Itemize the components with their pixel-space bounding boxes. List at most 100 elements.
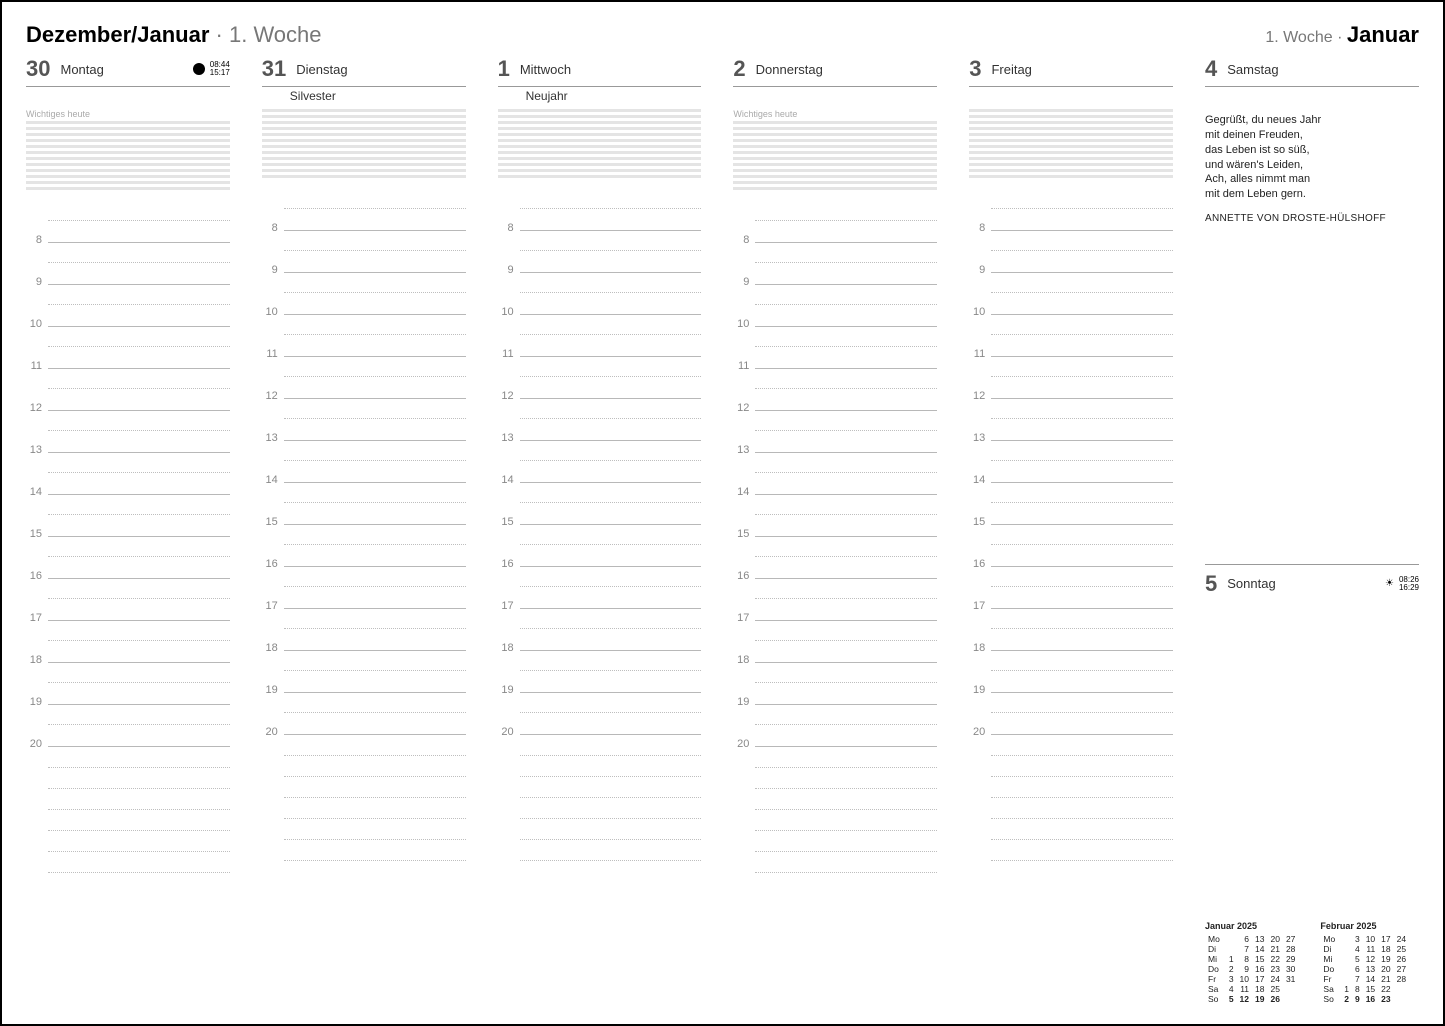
mini-cal-cell: 14 <box>1252 944 1267 954</box>
mini-cal-cell: 22 <box>1378 984 1393 994</box>
hour-row: 12 <box>262 357 466 399</box>
notes-line <box>262 157 466 160</box>
tail-line <box>755 747 937 768</box>
mini-cal-cell <box>1394 984 1409 994</box>
mini-cal-cell: 5 <box>1352 954 1363 964</box>
hour-row: 9 <box>969 231 1173 273</box>
notes-line <box>26 145 230 148</box>
weekend-column: 4 Samstag Gegrüßt, du neues Jahr mit dei… <box>1205 56 1419 1004</box>
hour-row: 8 <box>26 201 230 243</box>
moon-phase: 08:44 15:17 <box>193 61 230 77</box>
tail-line <box>520 777 702 798</box>
day-column: 2 Donnerstag Wichtiges heute 89101112131… <box>733 56 937 1004</box>
sun-icon: ☀ <box>1385 579 1394 589</box>
notes-line <box>26 121 230 124</box>
mini-cal-cell: 18 <box>1378 944 1393 954</box>
mini-cal-cell: 10 <box>1237 974 1252 984</box>
mini-cal-cell: 3 <box>1226 974 1237 984</box>
hour-row: 16 <box>969 525 1173 567</box>
hour-row: 15 <box>733 495 937 537</box>
hour-row: 17 <box>26 579 230 621</box>
mini-cal-cell: 25 <box>1267 984 1282 994</box>
hour-row: 11 <box>969 315 1173 357</box>
tail-line <box>520 798 702 819</box>
hour-row: 14 <box>26 453 230 495</box>
hour-label: 20 <box>26 738 46 750</box>
sun-times: 08:44 15:17 <box>210 61 230 77</box>
mini-cal-cell: 11 <box>1237 984 1252 994</box>
mini-cal-cell: 19 <box>1252 994 1267 1004</box>
notes-line <box>733 121 937 124</box>
notes-line <box>969 133 1173 136</box>
mini-cal-cell: 24 <box>1267 974 1282 984</box>
mini-cal-daylabel: So <box>1320 994 1341 1004</box>
notes-line <box>969 109 1173 112</box>
notes-line <box>733 127 937 130</box>
hour-row: 20 <box>262 693 466 735</box>
hour-row: 11 <box>733 327 937 369</box>
day-header: 31 Dienstag <box>262 56 466 87</box>
notes-line <box>733 139 937 142</box>
hour-row: 13 <box>498 399 702 441</box>
notes-line <box>26 157 230 160</box>
tail-line <box>755 831 937 852</box>
day-column: 1 Mittwoch Neujahr 891011121314151617181… <box>498 56 702 1004</box>
notes-line <box>969 163 1173 166</box>
day-number: 4 <box>1205 56 1217 82</box>
hour-row: 15 <box>498 483 702 525</box>
notes-line <box>969 175 1173 178</box>
tail-lines <box>498 735 702 861</box>
tail-line <box>991 819 1173 840</box>
notes-line <box>969 145 1173 148</box>
notes-line <box>26 187 230 190</box>
tail-line <box>48 852 230 873</box>
mini-cal-cell: 21 <box>1267 944 1282 954</box>
hour-row: 13 <box>733 411 937 453</box>
quote-line: Gegrüßt, du neues Jahr <box>1205 113 1419 128</box>
tail-line <box>520 756 702 777</box>
hour-row: 19 <box>733 663 937 705</box>
mini-cal-cell: 28 <box>1283 944 1298 954</box>
mini-cal-daylabel: Sa <box>1320 984 1341 994</box>
notes-line <box>498 151 702 154</box>
notes-line <box>969 139 1173 142</box>
tail-lines <box>969 735 1173 861</box>
hour-row: 17 <box>498 567 702 609</box>
mini-cal-cell: 11 <box>1363 944 1378 954</box>
mini-cal-cell: 17 <box>1252 974 1267 984</box>
mini-cal-cell: 13 <box>1363 964 1378 974</box>
mini-cal-cell <box>1341 934 1352 944</box>
mini-cal-cell: 30 <box>1283 964 1298 974</box>
hour-row: 18 <box>26 621 230 663</box>
hour-grid: 891011121314151617181920 <box>26 201 230 1004</box>
day-header: 3 Freitag <box>969 56 1173 87</box>
tail-line <box>991 735 1173 756</box>
mini-cal-cell: 2 <box>1341 994 1352 1004</box>
notes-line <box>262 121 466 124</box>
tail-line <box>48 810 230 831</box>
tail-line <box>755 852 937 873</box>
page-header: Dezember/Januar · 1. Woche 1. Woche · Ja… <box>26 22 1419 48</box>
hour-row: 16 <box>498 525 702 567</box>
mini-cal-cell: 31 <box>1283 974 1298 984</box>
mini-cal-daylabel: Di <box>1320 944 1341 954</box>
day-column: 3 Freitag 891011121314151617181920 <box>969 56 1173 1004</box>
mini-cal-cell: 21 <box>1378 974 1393 984</box>
mini-cal-cell: 12 <box>1237 994 1252 1004</box>
notes-line <box>262 163 466 166</box>
tail-line <box>284 819 466 840</box>
notes-box <box>498 109 702 181</box>
mini-cal-cell: 4 <box>1352 944 1363 954</box>
hour-row: 18 <box>733 621 937 663</box>
mini-cal-cell: 18 <box>1252 984 1267 994</box>
notes-line <box>498 109 702 112</box>
tail-line <box>520 735 702 756</box>
mini-cal-cell <box>1341 974 1352 984</box>
hour-row: 15 <box>969 483 1173 525</box>
header-left: Dezember/Januar · 1. Woche <box>26 22 322 48</box>
mini-cal-cell <box>1226 944 1237 954</box>
hour-row: 14 <box>262 441 466 483</box>
quote-line: und wären's Leiden, <box>1205 158 1419 173</box>
mini-cal-cell: 15 <box>1252 954 1267 964</box>
hour-row: 18 <box>498 609 702 651</box>
